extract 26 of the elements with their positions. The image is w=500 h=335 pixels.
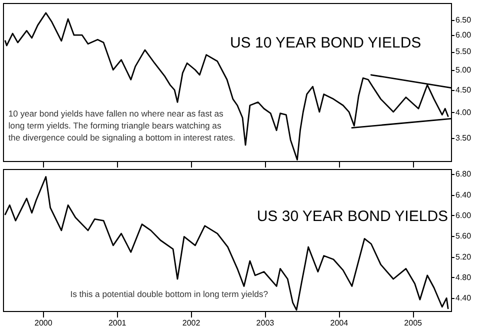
x-tick-label: 2002 xyxy=(182,318,201,328)
text: US 30 YEAR BOND YIELDS xyxy=(256,208,448,225)
x-tick-label: 2001 xyxy=(108,318,127,328)
x-tick-label: 2005 xyxy=(404,318,423,328)
x-tick-label: 2003 xyxy=(256,318,275,328)
y-tick-label: 6.00 xyxy=(456,30,472,40)
annotation: the divergence could be signaling a bottom in interest rates. xyxy=(8,132,236,143)
y-tick-label: 6.50 xyxy=(456,15,472,24)
y-tick-label: 5.20 xyxy=(456,252,472,262)
y-tick-label: 6.80 xyxy=(456,170,472,179)
annotation: 10 year bond yields have fallen no where near as fast as xyxy=(8,108,224,119)
y-tick-label: 4.50 xyxy=(456,85,472,94)
y-tick-label: 4.80 xyxy=(456,272,472,282)
x-tick-label: 2000 xyxy=(34,318,53,328)
y-tick-label: 4.40 xyxy=(456,294,472,303)
y-tick-label: 4.00 xyxy=(456,108,472,117)
annotation: long term yields. The forming triangle bears watching as xyxy=(8,120,222,131)
annotation: Is this a potential double bottom in long term yields? xyxy=(70,288,268,299)
y-tick-label: 5.50 xyxy=(456,47,472,56)
y-tick-label: 3.50 xyxy=(456,133,472,142)
x-tick-label: 2004 xyxy=(330,318,349,328)
y-tick-label: 6.00 xyxy=(456,210,472,220)
text: US 10 YEAR BOND YIELDS xyxy=(230,34,422,52)
y-tick-label: 6.40 xyxy=(456,190,472,200)
y-tick-label: 5.00 xyxy=(456,65,472,74)
y-tick-label: 5.60 xyxy=(456,232,472,241)
